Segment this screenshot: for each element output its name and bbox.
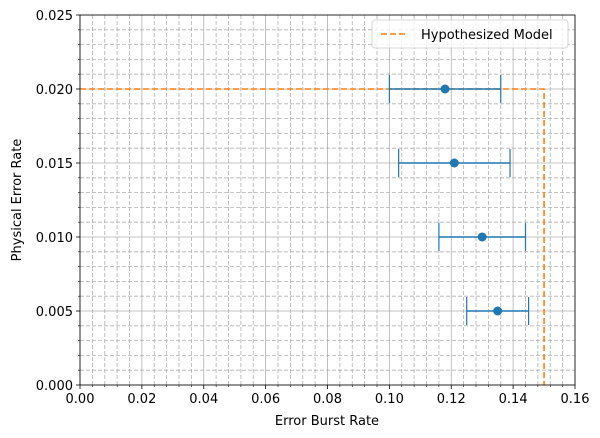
error-bars (388, 75, 530, 325)
data-point (477, 232, 487, 242)
x-tick-label: 0.06 (251, 392, 280, 407)
data-point (493, 306, 503, 316)
x-axis-ticks: 0.00 0.02 0.04 0.06 0.08 0.10 0.12 0.14 0.16 (66, 385, 590, 407)
legend-box (371, 19, 569, 49)
x-tick-label: 0.02 (127, 392, 156, 407)
y-tick-label: 0.005 (36, 305, 73, 320)
x-tick-label: 0.12 (437, 392, 466, 407)
y-axis-label: Physical Error Rate (10, 139, 25, 262)
x-tick-label: 0.08 (313, 392, 342, 407)
y-tick-label: 0.020 (36, 83, 73, 98)
y-tick-label: 0.015 (36, 157, 73, 172)
x-tick-label: 0.00 (66, 392, 95, 407)
y-tick-label: 0.000 (36, 379, 73, 394)
x-tick-label: 0.04 (189, 392, 218, 407)
x-tick-label: 0.14 (499, 392, 528, 407)
data-point (449, 158, 459, 168)
data-points (440, 84, 503, 316)
x-tick-label: 0.16 (561, 392, 590, 407)
y-tick-label: 0.010 (36, 231, 73, 246)
legend: Hypothesized Model (371, 19, 569, 49)
y-axis-ticks: 0.000 0.005 0.010 0.015 0.020 0.025 (36, 9, 80, 394)
y-tick-label: 0.025 (36, 9, 73, 24)
legend-label: Hypothesized Model (421, 28, 553, 43)
x-tick-label: 0.10 (375, 392, 404, 407)
model-line (80, 88, 545, 385)
x-axis-label: Error Burst Rate (275, 414, 379, 429)
data-point (440, 84, 450, 94)
model-series-line (80, 88, 545, 385)
minor-grid (78, 15, 575, 387)
